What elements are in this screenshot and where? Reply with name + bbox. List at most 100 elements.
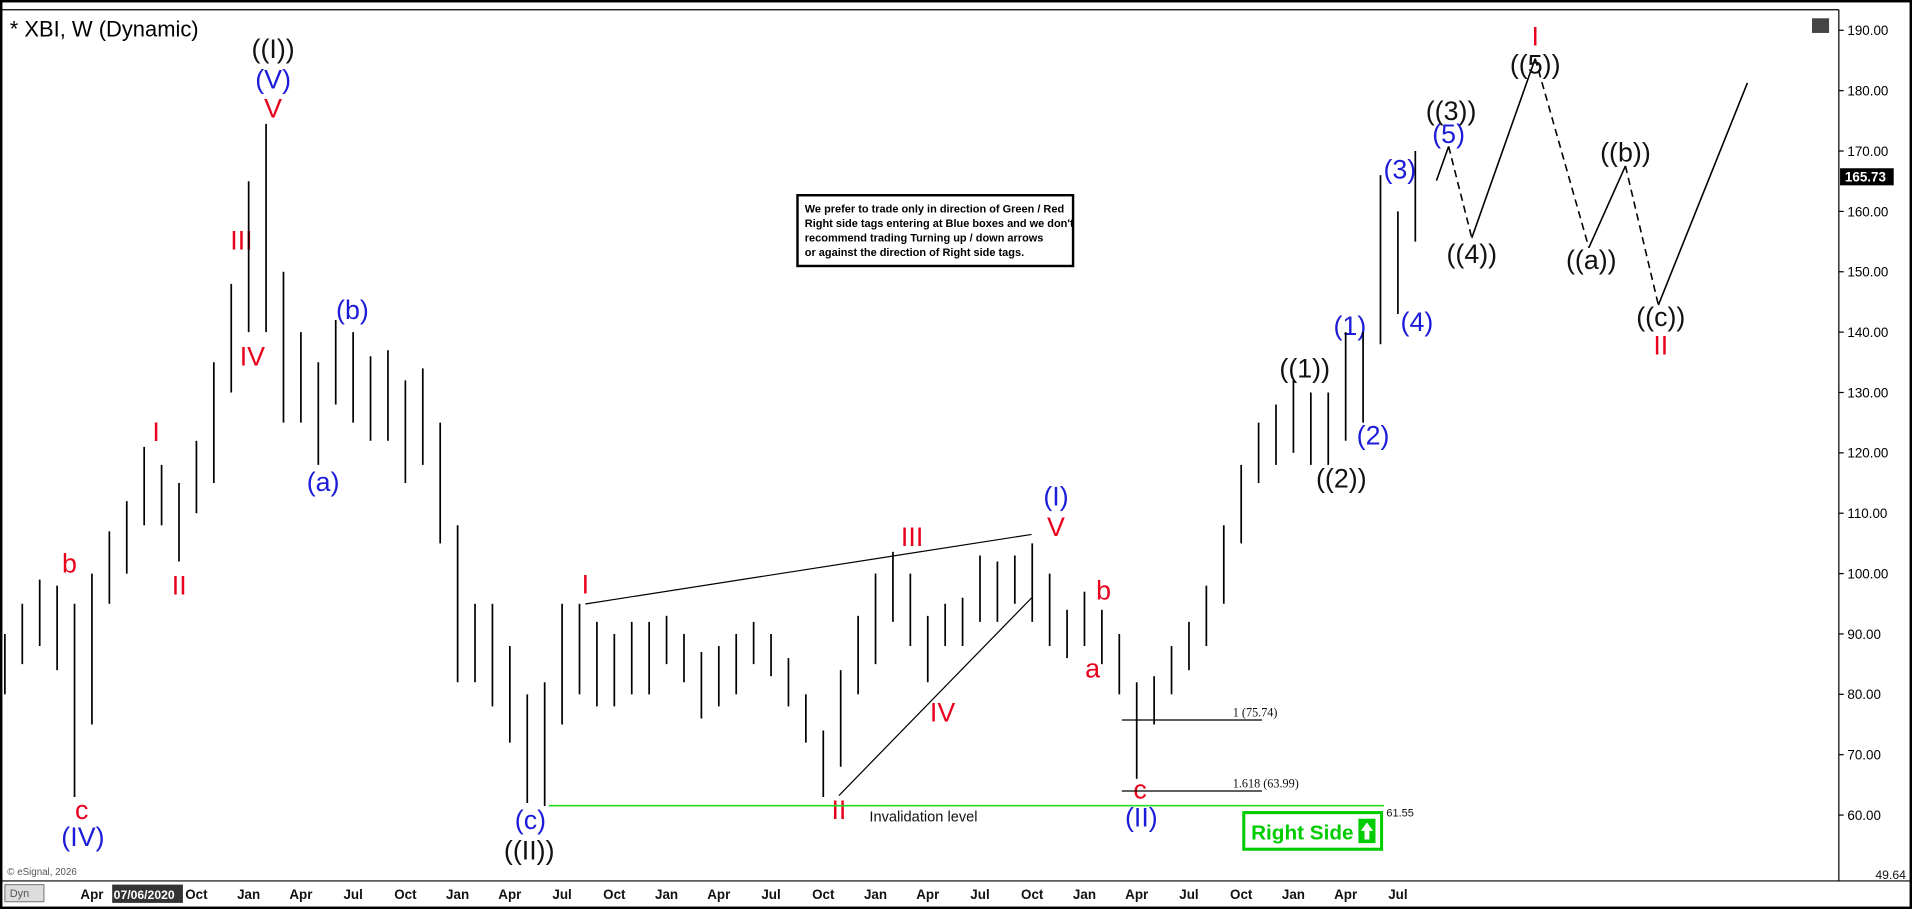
x-tick-label: Oct <box>1021 887 1044 902</box>
wave-label: (5) <box>1432 119 1465 149</box>
y-tick-label: 160.00 <box>1847 204 1888 219</box>
invalidation-label: Invalidation level <box>869 810 977 826</box>
wave-label: (1) <box>1333 311 1366 341</box>
wave-label: a <box>1085 654 1100 684</box>
note-line: We prefer to trade only in direction of … <box>805 203 1064 215</box>
badge[interactable]: Right Side <box>1242 811 1384 851</box>
wave-label: ((a)) <box>1566 245 1617 275</box>
x-tick-label: Jul <box>761 887 780 902</box>
wave-label: ((c)) <box>1636 302 1685 332</box>
wave-label: b <box>1096 576 1111 606</box>
x-tick-label: Apr <box>1125 887 1149 902</box>
y-tick-label: 100.00 <box>1847 566 1888 581</box>
x-tick-label: Apr <box>707 887 731 902</box>
x-tick-label: Apr <box>916 887 940 902</box>
cursor-price: 49.64 <box>1875 868 1906 882</box>
wave-label: II <box>172 571 187 601</box>
x-tick-label: 07/06/2020 <box>114 888 175 902</box>
wave-labels: ((I)) (V) V III IV I II b c (IV) (b) (a)… <box>61 22 1685 866</box>
corner-box <box>4 883 45 903</box>
wave-label: ((3)) <box>1426 96 1477 126</box>
projection <box>1435 58 1749 306</box>
y-tick-label: 150.00 <box>1847 265 1888 280</box>
wave-label: ((b)) <box>1600 138 1651 168</box>
x-tick-label: Oct <box>1230 887 1253 902</box>
wave-label: (3) <box>1383 155 1416 185</box>
wave-label: IV <box>240 341 265 371</box>
note-line: recommend trading Turning up / down arro… <box>805 233 1044 245</box>
wave-label: II <box>831 795 846 825</box>
x-tick-label: Jul <box>1388 887 1407 902</box>
wave-label: ((II)) <box>504 835 555 865</box>
x-tick-label: Apr <box>498 887 522 902</box>
x-tick-label: Apr <box>80 887 104 902</box>
y-tick-label: 140.00 <box>1847 325 1888 340</box>
wave-label: ((2)) <box>1316 463 1367 493</box>
wave-label: ((1)) <box>1279 353 1330 383</box>
x-tick-label: Jul <box>1179 887 1198 902</box>
x-tick-label: Oct <box>812 887 835 902</box>
wave-label: V <box>1047 512 1065 542</box>
invalidation-value: 61.55 <box>1386 808 1413 820</box>
wave-label: V <box>264 94 282 124</box>
x-tick-label: Jan <box>864 887 887 902</box>
wave-label: III <box>901 522 923 552</box>
fib-label: 1.618 (63.99) <box>1233 776 1299 790</box>
wave-label: ((I)) <box>252 34 295 64</box>
last-price: 165.73 <box>1845 170 1886 185</box>
wave-label: (II) <box>1125 802 1158 832</box>
corner-label: Dyn <box>10 888 30 900</box>
fib-label: 1 (75.74) <box>1233 705 1278 719</box>
y-tick-label: 60.00 <box>1847 808 1881 823</box>
note-box: We prefer to trade only in direction of … <box>796 194 1075 268</box>
y-tick-label: 110.00 <box>1847 506 1887 521</box>
wave-label: I <box>152 417 159 447</box>
wave-label: c <box>1133 774 1146 804</box>
y-tick-label: 120.00 <box>1847 446 1888 461</box>
wave-label: b <box>62 549 77 579</box>
wave-label: IV <box>930 698 955 728</box>
wave-label: I <box>1531 22 1538 52</box>
y-tick-label: 90.00 <box>1847 627 1881 642</box>
wave-label: ((5)) <box>1510 50 1561 80</box>
cursor-date-box <box>112 884 183 903</box>
x-tick-label: Apr <box>1334 887 1358 902</box>
wave-label: (4) <box>1401 307 1434 337</box>
badge-label: Right Side <box>1251 821 1353 844</box>
y-tick-label: 130.00 <box>1847 385 1888 400</box>
x-tick-label: Jan <box>446 887 469 902</box>
wave-label: ((4)) <box>1446 239 1497 269</box>
x-tick-label: Jul <box>552 887 571 902</box>
last-price-box <box>1840 168 1894 186</box>
wave-label: (b) <box>336 295 369 325</box>
wave-label: II <box>1653 330 1668 360</box>
y-tick-label: 80.00 <box>1847 687 1881 702</box>
x-tick-label: Oct <box>603 887 626 902</box>
y-tick-label: 180.00 <box>1847 84 1888 99</box>
trendlines <box>585 533 1033 796</box>
toolbar-icon[interactable] <box>1812 18 1830 33</box>
copyright: © eSignal, 2026 <box>7 867 77 878</box>
wave-label: (a) <box>307 467 340 497</box>
x-tick-label: Jan <box>1073 887 1096 902</box>
x-tick-label: Apr <box>289 887 313 902</box>
note-line: Right side tags entering at Blue boxes a… <box>805 218 1074 230</box>
x-tick-label: Jan <box>1282 887 1305 902</box>
y-tick-label: 170.00 <box>1847 144 1888 159</box>
y-tick-label: 190.00 <box>1847 23 1888 38</box>
x-tick-label: Oct <box>394 887 417 902</box>
wave-label: III <box>230 225 252 255</box>
wave-label: (c) <box>515 805 546 835</box>
x-tick-label: Oct <box>185 887 208 902</box>
x-tick-label: Jan <box>237 887 260 902</box>
wave-label: (I) <box>1043 482 1068 512</box>
y-tick-label: 70.00 <box>1847 748 1881 763</box>
wave-label: c <box>75 795 88 825</box>
x-tick-label: Jul <box>970 887 989 902</box>
wave-label: (2) <box>1357 421 1390 451</box>
wave-label: (V) <box>255 64 291 94</box>
x-tick-label: Jul <box>343 887 362 902</box>
note-line: or against the direction of Right side t… <box>805 247 1024 259</box>
